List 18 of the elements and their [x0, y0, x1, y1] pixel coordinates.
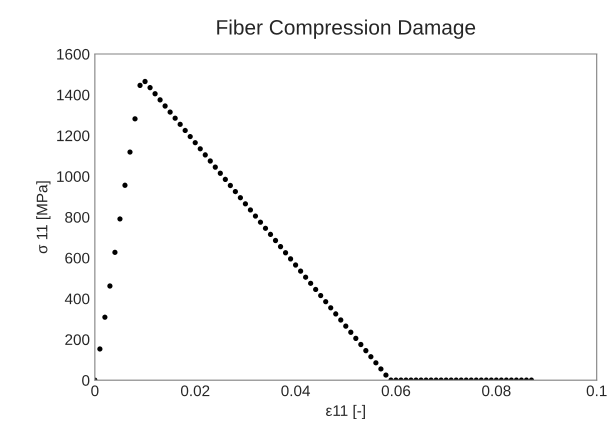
y-axis-title: σ 11 [MPa] — [36, 181, 50, 254]
x-tick-label: 0.02 — [180, 385, 210, 396]
y-tick-label: 1600 — [57, 48, 90, 60]
x-tick-label: 0.04 — [281, 385, 310, 396]
y-tick-label: 800 — [65, 212, 90, 223]
x-tick-label: 0.08 — [482, 385, 511, 396]
chart-title: Fiber Compression Damage — [217, 19, 476, 39]
x-tick-label: 0.1 — [586, 385, 607, 396]
y-tick-label: 400 — [64, 293, 90, 304]
y-tick-label: 200 — [65, 334, 90, 346]
y-tick-label: 1000 — [57, 171, 90, 182]
y-tick-label: 600 — [65, 252, 90, 264]
y-tick-label: 1200 — [57, 130, 90, 142]
y-tick-label: 0 — [82, 375, 90, 386]
x-axis-title: ε11 [-] — [326, 404, 365, 420]
x-tick-label: 0 — [91, 385, 99, 396]
y-tick-label: 1400 — [57, 90, 90, 100]
x-tick-label: 0.06 — [382, 385, 410, 396]
